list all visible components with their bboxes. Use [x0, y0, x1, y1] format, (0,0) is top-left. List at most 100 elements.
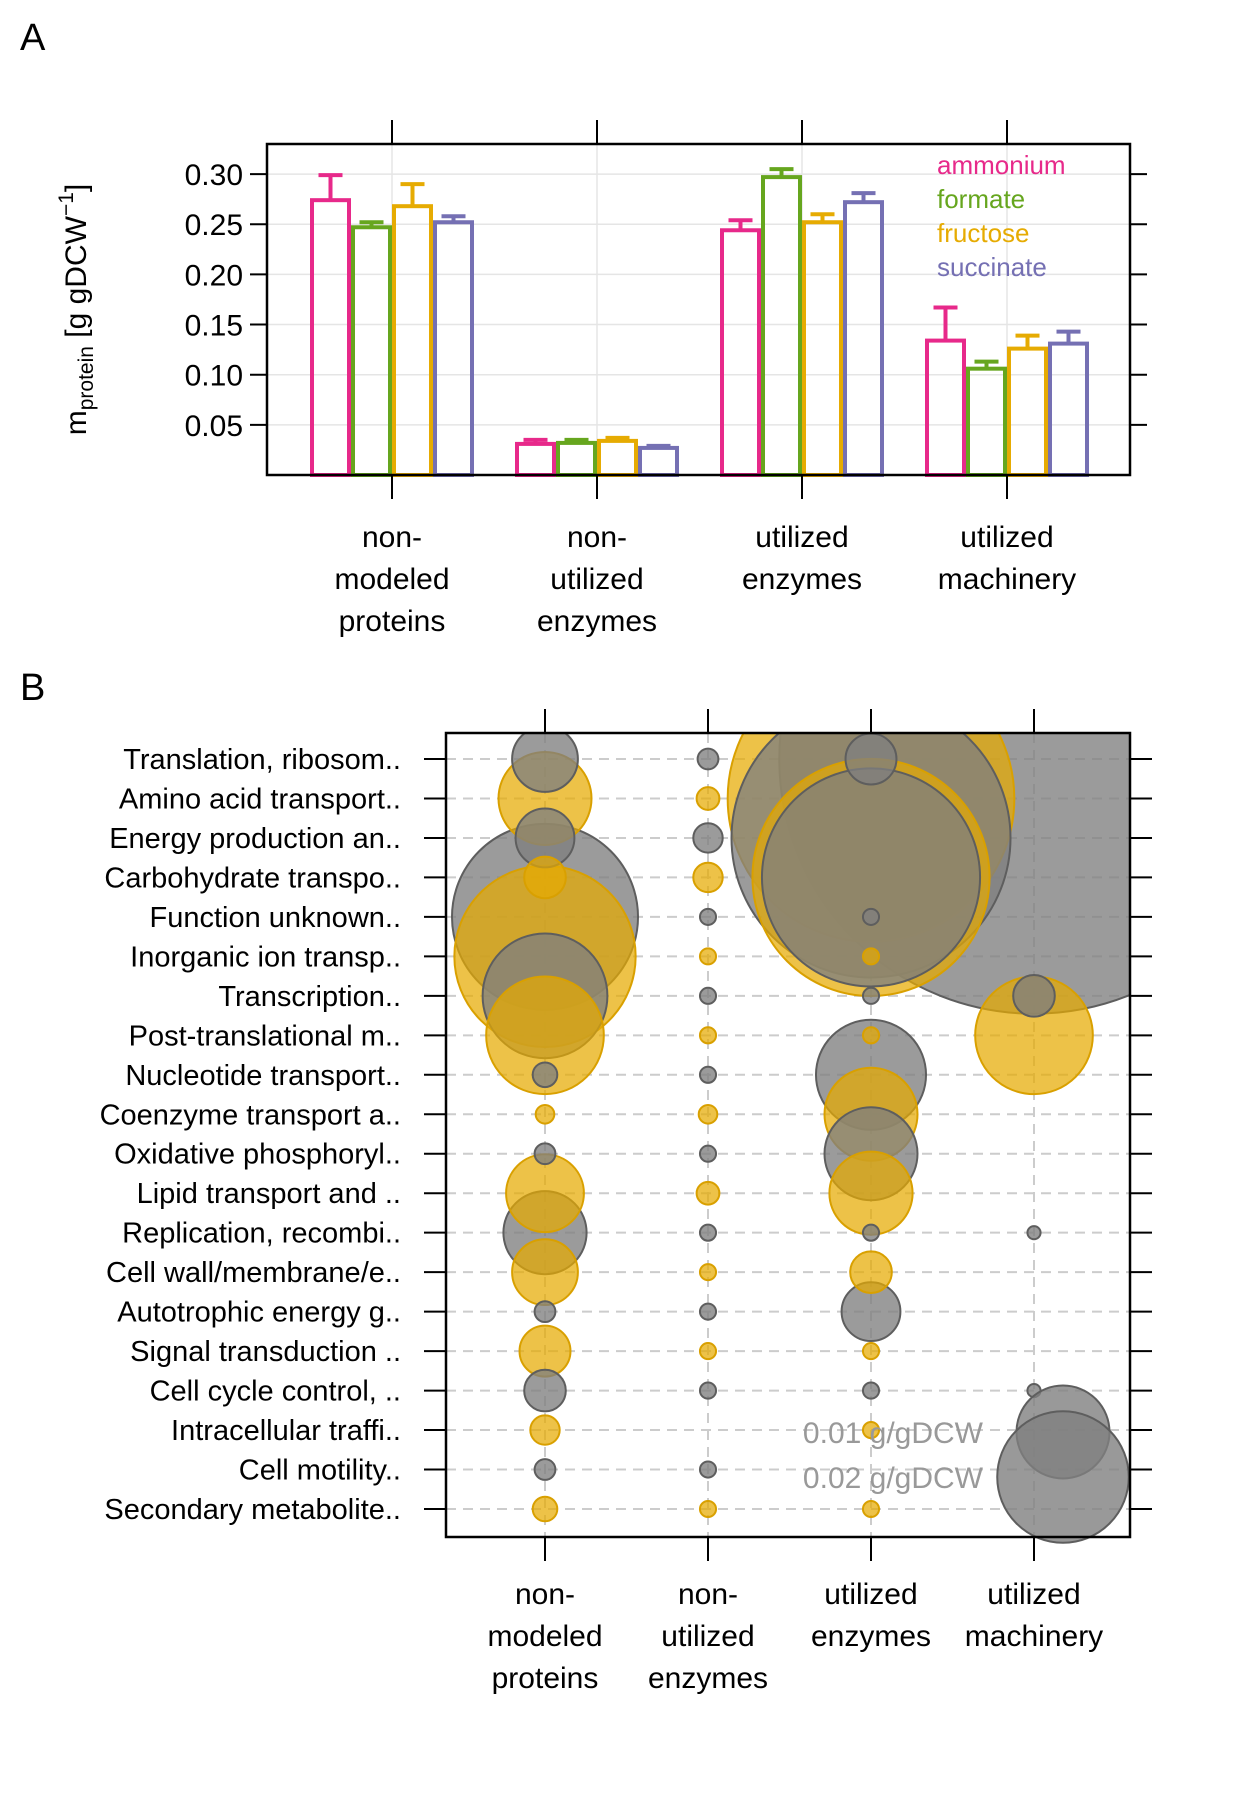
- bubble: [698, 947, 718, 966]
- bubble: [698, 1342, 718, 1361]
- bubble: [1026, 1225, 1042, 1241]
- size-legend-bubble: [996, 1410, 1130, 1544]
- x-category-label: machinery: [965, 1620, 1103, 1653]
- bubble: [697, 1103, 719, 1125]
- x-category-label: machinery: [938, 563, 1076, 596]
- bubble: [698, 1223, 718, 1242]
- bar-chart-axes: 0.05 0.10 0.15 0.20 0.25 0.30 non-modeled prote…: [185, 120, 1147, 638]
- y-category-label: Autotrophic energy g..: [117, 1297, 401, 1329]
- y-tick-label: 0.15: [185, 310, 243, 343]
- bubble: [849, 1250, 893, 1294]
- bubble: [698, 1263, 718, 1282]
- x-category-label: modeled: [487, 1620, 602, 1653]
- x-category-label: proteins: [492, 1662, 599, 1695]
- y-category-label: Cell cycle control, ..: [150, 1376, 401, 1408]
- bubble: [698, 1499, 718, 1519]
- bubble-chart-panel: 0.01 g/gDCW 0.02 g/gDCW Translation, ribo…: [100, 709, 1152, 1695]
- y-category-label: Function unknown..: [150, 902, 401, 934]
- y-category-label: Transcription..: [218, 981, 401, 1013]
- bar: [310, 198, 351, 477]
- bar: [351, 225, 392, 477]
- bubble: [861, 1381, 881, 1400]
- legend-entry: ammonium: [937, 150, 1066, 180]
- bubble-chart-bubbles: [451, 733, 1130, 1523]
- bubble: [861, 986, 881, 1005]
- bar-chart-y-axis-label: mprotein [g gDCW−1]: [55, 184, 98, 436]
- bubble: [531, 1495, 559, 1523]
- bar: [720, 228, 761, 477]
- bubble: [695, 786, 721, 811]
- bubble: [861, 1499, 881, 1519]
- bubble: [529, 1414, 561, 1446]
- bar-chart-frame: [265, 142, 1132, 477]
- y-category-label: Cell motility..: [239, 1455, 401, 1487]
- bubble-chart-frame: [444, 731, 1132, 1539]
- y-label-superscript: −1: [55, 192, 78, 216]
- legend-entry: succinate: [937, 252, 1047, 282]
- y-label-unit: [g gDCW: [60, 215, 93, 346]
- bar: [638, 445, 679, 477]
- size-legend-label: 0.01 g/gDCW: [803, 1417, 984, 1450]
- bubble: [861, 1342, 881, 1361]
- x-category-label: non-: [678, 1578, 738, 1611]
- x-category-label: non-: [567, 521, 627, 554]
- panel-b-label: B: [20, 667, 45, 709]
- bubble: [696, 747, 720, 771]
- bar: [925, 338, 966, 477]
- y-category-label: Nucleotide transport..: [125, 1060, 401, 1092]
- panel-a-label: A: [20, 17, 46, 59]
- bar: [433, 220, 474, 477]
- y-tick-label: 0.20: [185, 259, 243, 292]
- y-category-label: Inorganic ion transp..: [130, 941, 401, 973]
- y-category-label: Coenzyme transport a..: [100, 1099, 401, 1131]
- bar: [1048, 341, 1089, 477]
- bubble: [698, 907, 718, 926]
- bubble: [861, 947, 881, 966]
- y-category-label: Oxidative phosphoryl..: [114, 1139, 401, 1171]
- legend-entry: formate: [937, 184, 1025, 214]
- x-category-label: non-: [362, 521, 422, 554]
- bar-chart-grid: [267, 144, 1130, 475]
- bubble: [533, 1300, 557, 1324]
- bar: [802, 220, 843, 477]
- bubble: [692, 861, 724, 894]
- y-category-label: Amino acid transport..: [119, 783, 401, 815]
- y-label-main: m: [60, 410, 93, 435]
- bubble: [698, 1026, 718, 1045]
- bubble: [692, 822, 724, 854]
- bar: [966, 366, 1007, 478]
- bubble: [533, 1142, 557, 1166]
- bar: [597, 438, 638, 478]
- y-tick-label: 0.10: [185, 360, 243, 393]
- y-category-label: Replication, recombi..: [122, 1218, 401, 1250]
- y-category-label: Energy production an..: [109, 823, 401, 855]
- bar: [761, 175, 802, 477]
- x-category-label: utilized: [755, 521, 848, 554]
- bar: [843, 200, 884, 477]
- y-category-label: Intracellular traffi..: [171, 1415, 401, 1447]
- y-tick-label: 0.30: [185, 159, 243, 192]
- y-category-label: Translation, ribosom..: [123, 744, 401, 776]
- x-category-label: utilized: [661, 1620, 754, 1653]
- x-category-label: utilized: [550, 563, 643, 596]
- x-category-label: proteins: [339, 605, 446, 638]
- bubble: [523, 855, 567, 900]
- bubble-chart-axes: Translation, ribosom.. Amino acid transpo…: [100, 709, 1152, 1695]
- bar: [556, 440, 597, 477]
- bar: [392, 204, 433, 478]
- bubble: [523, 1368, 567, 1413]
- bubble: [698, 1302, 718, 1321]
- bar-chart-panel: ammonium formate fructose succinate 0.05 0.1…: [55, 120, 1147, 638]
- bubble: [698, 1381, 718, 1400]
- bubble: [844, 733, 898, 786]
- x-category-label: enzymes: [537, 605, 657, 638]
- y-tick-label: 0.05: [185, 410, 243, 443]
- y-category-label: Lipid transport and ..: [137, 1178, 401, 1210]
- y-label-unit-close: ]: [60, 184, 93, 192]
- bubble-size-legend: 0.01 g/gDCW 0.02 g/gDCW: [803, 1384, 1130, 1544]
- y-category-label: Carbohydrate transpo..: [104, 862, 401, 894]
- bubble: [485, 975, 605, 1096]
- bubble: [861, 1026, 881, 1045]
- bubble: [698, 1144, 718, 1163]
- bubble: [698, 1065, 718, 1084]
